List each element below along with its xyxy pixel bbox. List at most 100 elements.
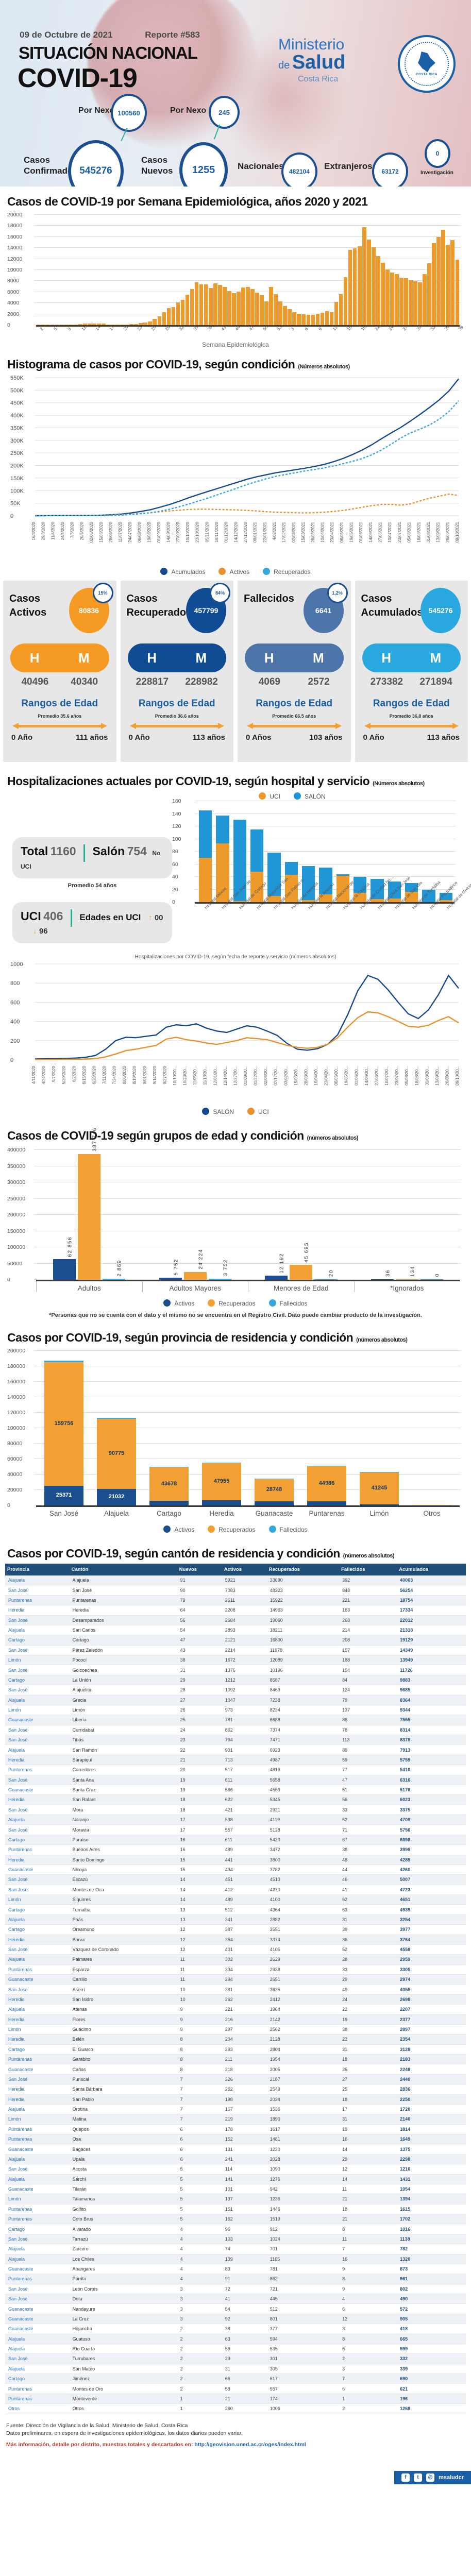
active-cell: 2121	[222, 1635, 267, 1646]
histogram-title: Histograma de casos por COVID-19, según …	[7, 358, 350, 371]
week-bar	[297, 313, 301, 325]
bar-Fallecidos	[208, 1278, 231, 1280]
canton-table-title: Casos por COVID-19, según cantón de resi…	[7, 1547, 395, 1560]
male-count: 228817	[136, 676, 169, 687]
instagram-icon[interactable]: ◎	[426, 2473, 435, 2482]
age-category-label: Adultos Mayores	[142, 1281, 248, 1292]
new-cases-cell: 19	[177, 1775, 222, 1785]
accumulated-cell: 2440	[397, 2074, 466, 2085]
canton-cell: Quepos	[69, 2124, 177, 2135]
province-cell: Alajuela	[5, 1625, 70, 1636]
x-tick	[394, 327, 399, 340]
week-bar	[227, 291, 231, 325]
x-tick	[348, 327, 352, 340]
legend-item: SALÓN	[293, 792, 326, 800]
table-row: Guanacaste Bagaces 6 131 1230 14 1375	[5, 2144, 466, 2155]
accumulated-cell: 2974	[397, 1974, 466, 1985]
canton-cell: Moravia	[69, 1824, 177, 1835]
new-cases-cell: 4	[177, 2264, 222, 2275]
facebook-icon[interactable]: f	[401, 2473, 410, 2482]
svg-text:12/27/20...: 12/27/20...	[233, 1066, 238, 1086]
week-bar	[139, 323, 143, 325]
province-cell: San José	[5, 1725, 70, 1736]
x-tick: 9	[317, 326, 324, 332]
bar-Fallecidos	[314, 1279, 338, 1280]
x-tick: 2	[38, 326, 44, 332]
table-row: Heredia San Rafael 18 622 5345 56 6023	[5, 1794, 466, 1805]
week-bar	[157, 316, 162, 325]
segment-UCI	[267, 895, 281, 902]
province-label: Cartago	[156, 1510, 182, 1517]
canton-cell: Monteverde	[69, 2394, 177, 2404]
segment-SALÓN	[267, 853, 281, 896]
accumulated-cell: 8364	[397, 1695, 466, 1705]
twitter-icon[interactable]: t	[414, 2473, 423, 2482]
accumulated-cell: 5759	[397, 1755, 466, 1766]
y-tick-label: 400000	[7, 1147, 26, 1153]
recovered-cell: 12089	[266, 1655, 340, 1666]
new-cases-cell: 31	[177, 1665, 222, 1675]
accumulated-cell: 4558	[397, 1944, 466, 1955]
deceased-cell: 21	[339, 2214, 397, 2225]
recovered-cell: 7471	[266, 1735, 340, 1745]
province-cell: San José	[5, 1874, 70, 1885]
x-tick	[450, 327, 455, 340]
y-tick-label: 350000	[7, 1163, 26, 1170]
province-cell: Limón	[5, 2194, 70, 2205]
recovered-cell: 4100	[266, 1894, 340, 1905]
province-cell: Alajuela	[5, 2364, 70, 2375]
svg-text:7/11/2020: 7/11/2020	[102, 1065, 107, 1084]
deceased-cell: 33	[339, 1805, 397, 1816]
accumulated-cell: 7913	[397, 1744, 466, 1755]
series-UCI	[35, 1011, 459, 1060]
svg-text:10/10/20...: 10/10/20...	[173, 1066, 177, 1086]
table-row: Guanacaste Abangares 4 83 781 9 873	[5, 2264, 466, 2275]
x-tick	[222, 327, 227, 340]
province-cell: Alajuela	[5, 1575, 70, 1586]
active-cell: 216	[222, 2014, 267, 2025]
y-tick-label: 120000	[7, 1410, 26, 1416]
active-cell: 41	[222, 2294, 267, 2304]
recovered-cell: 6923	[266, 1744, 340, 1755]
deceased-cell: 46	[339, 1874, 397, 1885]
svg-text:10/04/2021: 10/04/2021	[320, 521, 325, 543]
deceased-cell: 25	[339, 2084, 397, 2095]
canton-cell: Alvarado	[69, 2224, 177, 2234]
x-tick	[194, 327, 199, 340]
week-bar	[213, 283, 217, 325]
segment-UCI	[199, 858, 212, 902]
svg-text:19/08/2020: 19/08/2020	[147, 521, 152, 543]
recovered-cell: 11978	[266, 1645, 340, 1656]
bar-Recuperados	[290, 1265, 313, 1280]
province-bar-Cartago: 43678	[149, 1467, 189, 1505]
accumulated-cell: 490	[397, 2294, 466, 2304]
recovered-cell: 1230	[266, 2144, 340, 2155]
accumulated-cell: 22012	[397, 1615, 466, 1625]
accumulated-cell: 782	[397, 2244, 466, 2255]
female-count: 2572	[308, 676, 330, 687]
accumulated-cell: 9685	[397, 1685, 466, 1696]
week-bar	[301, 314, 306, 325]
nacionales-circle: 482104	[281, 152, 317, 187]
segment-SALÓN	[371, 878, 384, 899]
x-tick	[157, 327, 162, 340]
canton-cell: Desamparados	[69, 1615, 177, 1625]
recovered-cell: 1617	[266, 2124, 340, 2135]
week-bar	[320, 313, 325, 325]
province-cell: Heredia	[5, 1855, 70, 1865]
x-tick	[436, 327, 441, 340]
segment-SALÓN	[216, 816, 229, 844]
recovered-cell: 8587	[266, 1675, 340, 1686]
active-cell: 21	[222, 2394, 267, 2404]
week-bar	[232, 293, 236, 325]
seal-text: COSTA RICA	[416, 73, 438, 76]
week-bar	[325, 311, 329, 325]
segment-UCI	[319, 894, 332, 902]
age-grouped-bar-chart: 0 50000 100000 150000 200000 250000 300000 3500…	[7, 1127, 464, 1283]
recovered-cell: 2412	[266, 1994, 340, 2005]
male-icon: H	[147, 650, 157, 666]
bar-Fallecidos	[103, 1279, 126, 1280]
canton-cell: Puntarenas	[69, 1595, 177, 1606]
geovision-link[interactable]: http://geovision.uned.ac.cr/oges/index.h…	[194, 2441, 306, 2448]
canton-cell: Puriscal	[69, 2074, 177, 2085]
